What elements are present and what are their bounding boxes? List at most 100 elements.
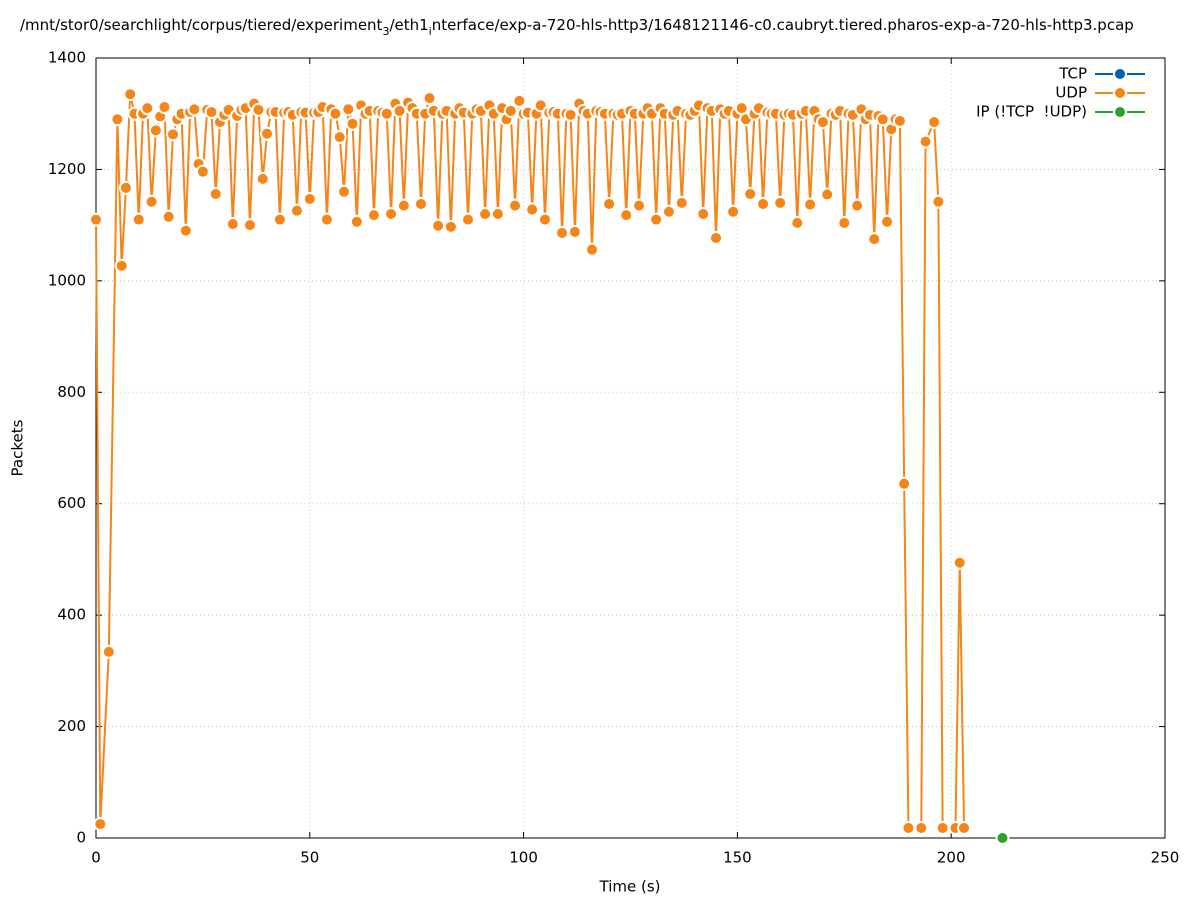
- legend-label: IP (!TCP !UDP): [976, 103, 1087, 121]
- data-point: [392, 103, 407, 118]
- title-subscript: 3: [382, 25, 389, 38]
- data-point: [255, 171, 270, 186]
- title-part: nterface/exp-a-720-hls-http3/1648121146-…: [432, 16, 1134, 34]
- data-point: [503, 103, 518, 118]
- x-axis-label: Time (s): [599, 878, 661, 896]
- data-point: [927, 115, 942, 130]
- data-point: [89, 212, 103, 227]
- y-tick-label: 600: [57, 494, 86, 512]
- y-tick-label: 0: [76, 829, 86, 847]
- data-point: [674, 195, 689, 210]
- data-point: [555, 225, 570, 240]
- data-point: [525, 202, 540, 217]
- plot-frame: [95, 57, 1166, 839]
- chart-title: /mnt/stor0/searchlight/corpus/tiered/exp…: [20, 16, 1134, 38]
- x-tick-label: 250: [1151, 849, 1180, 867]
- data-point: [696, 207, 711, 221]
- data-point: [208, 186, 223, 201]
- legend-marker: [1113, 67, 1127, 81]
- data-point: [935, 820, 950, 835]
- data-point: [118, 180, 133, 195]
- data-point: [379, 106, 394, 121]
- data-point: [443, 219, 458, 234]
- data-point: [567, 224, 582, 239]
- y-tick-label: 200: [57, 717, 86, 735]
- data-point: [272, 212, 287, 227]
- data-point: [803, 197, 818, 212]
- data-point: [602, 196, 617, 211]
- y-tick-label: 800: [57, 383, 86, 401]
- title-part: /mnt/stor0/searchlight/corpus/tiered/exp…: [20, 16, 383, 34]
- data-point: [957, 820, 972, 835]
- data-point: [144, 194, 159, 209]
- data-point: [478, 207, 493, 221]
- data-point: [563, 107, 578, 122]
- data-point: [260, 126, 275, 141]
- data-point: [140, 101, 155, 116]
- data-point: [319, 212, 334, 227]
- data-point: [649, 212, 664, 227]
- data-point: [537, 212, 552, 227]
- data-point: [461, 212, 476, 227]
- legend-label: UDP: [1055, 84, 1087, 102]
- x-tick-label: 50: [300, 849, 319, 867]
- data-point: [632, 198, 647, 213]
- data-point: [875, 112, 890, 127]
- data-point: [289, 203, 304, 218]
- data-point: [165, 127, 180, 142]
- legend-label: TCP: [1058, 65, 1087, 83]
- data-point: [332, 130, 347, 145]
- data-point: [178, 223, 193, 238]
- data-point: [512, 93, 527, 108]
- data-point: [93, 817, 108, 832]
- data-point: [187, 102, 202, 117]
- data-point: [914, 820, 929, 835]
- data-point: [815, 115, 830, 130]
- data-point: [995, 831, 1010, 845]
- data-point: [337, 184, 352, 199]
- data-point: [204, 105, 219, 120]
- data-point: [341, 102, 356, 117]
- data-point: [148, 123, 163, 138]
- data-point: [892, 113, 907, 128]
- data-point: [897, 476, 912, 491]
- data-point: [709, 230, 724, 245]
- data-point: [880, 214, 895, 229]
- data-point: [422, 91, 437, 106]
- x-tick-label: 150: [723, 849, 752, 867]
- y-tick-label: 400: [57, 606, 86, 624]
- data-point: [366, 208, 381, 223]
- data-point: [110, 112, 125, 127]
- y-tick-label: 1200: [48, 160, 86, 178]
- data-point: [345, 116, 360, 131]
- data-point: [384, 207, 399, 221]
- data-point: [901, 820, 916, 835]
- data-point: [931, 194, 946, 209]
- data-point: [661, 204, 676, 219]
- data-point: [850, 198, 865, 213]
- x-tick-label: 200: [937, 849, 966, 867]
- data-point: [225, 217, 240, 232]
- data-point: [131, 212, 146, 227]
- data-point: [101, 644, 116, 659]
- data-point: [328, 106, 343, 121]
- data-point: [161, 209, 176, 224]
- data-point: [349, 214, 364, 229]
- data-point: [431, 218, 446, 233]
- data-point: [157, 100, 172, 115]
- y-tick-label: 1400: [48, 49, 86, 67]
- data-point: [242, 218, 257, 233]
- data-point: [508, 198, 523, 213]
- data-point: [396, 198, 411, 213]
- data-point: [790, 215, 805, 230]
- y-axis-label: Packets: [9, 419, 27, 476]
- legend-marker: [1113, 105, 1127, 119]
- data-point: [123, 87, 138, 102]
- data-point: [114, 258, 129, 273]
- data-point: [195, 164, 210, 179]
- data-point: [820, 187, 835, 202]
- data-point: [867, 232, 882, 247]
- title-part: /eth1: [389, 16, 428, 34]
- data-point: [743, 186, 758, 201]
